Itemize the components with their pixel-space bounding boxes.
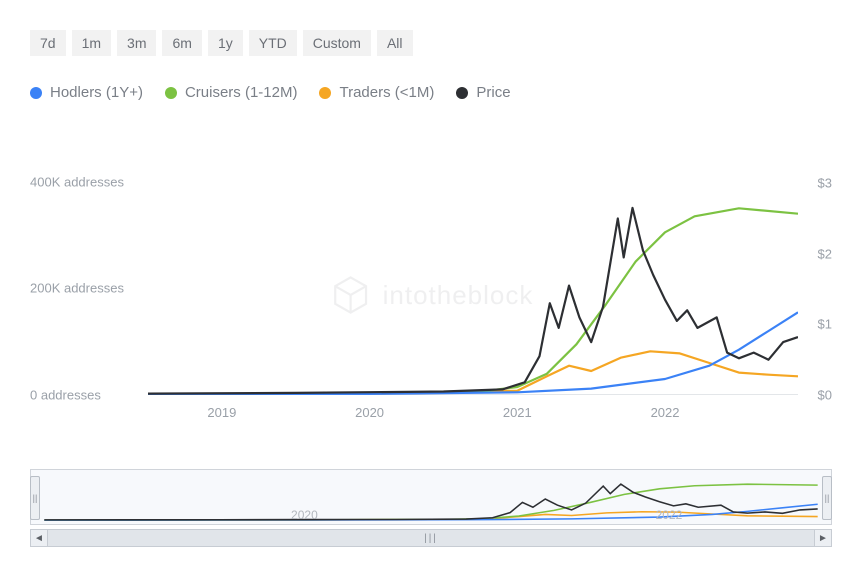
legend-item[interactable]: Cruisers (1-12M) — [165, 84, 298, 101]
navigator-scrollbar: ◄ ||| ► — [30, 529, 832, 547]
x-tick: 2021 — [503, 405, 532, 420]
navigator-x-tick: 2022 — [656, 508, 683, 522]
y-right-tick: $1 — [818, 317, 832, 332]
line-chart — [148, 155, 798, 395]
legend-item[interactable]: Hodlers (1Y+) — [30, 84, 143, 101]
y-left-tick: 200K addresses — [30, 281, 124, 296]
timerange-1m[interactable]: 1m — [72, 30, 111, 56]
legend-dot — [165, 87, 177, 99]
y-right-tick: $3 — [818, 176, 832, 191]
timerange-1y[interactable]: 1y — [208, 30, 243, 56]
legend-dot — [319, 87, 331, 99]
legend-label: Price — [476, 84, 510, 101]
legend-dot — [456, 87, 468, 99]
y-left-tick: 0 addresses — [30, 388, 101, 403]
y-right-tick: $0 — [818, 388, 832, 403]
main-chart-area: intotheblock 0 addresses200K addresses40… — [30, 155, 832, 435]
navigator: || || 2020 2022 ◄ ||| ► — [30, 469, 832, 547]
legend-label: Traders (<1M) — [339, 84, 434, 101]
legend-item[interactable]: Price — [456, 84, 510, 101]
timerange-6m[interactable]: 6m — [162, 30, 201, 56]
navigator-chart[interactable]: || || 2020 2022 — [30, 469, 832, 525]
legend: Hodlers (1Y+) Cruisers (1-12M) Traders (<1… — [0, 56, 850, 101]
legend-label: Cruisers (1-12M) — [185, 84, 298, 101]
timerange-3m[interactable]: 3m — [117, 30, 156, 56]
timerange-7d[interactable]: 7d — [30, 30, 66, 56]
scroll-left-button[interactable]: ◄ — [30, 529, 48, 547]
navigator-x-tick: 2020 — [291, 508, 318, 522]
timerange-bar: 7d1m3m6m 1yYTDCustomAll — [0, 0, 850, 56]
timerange-ytd[interactable]: YTD — [249, 30, 297, 56]
scroll-right-button[interactable]: ► — [814, 529, 832, 547]
timerange-custom[interactable]: Custom — [303, 30, 371, 56]
legend-dot — [30, 87, 42, 99]
timerange-all[interactable]: All — [377, 30, 413, 56]
y-right-tick: $2 — [818, 246, 832, 261]
navigator-handle-right[interactable]: || — [822, 476, 832, 520]
scroll-track[interactable]: ||| — [48, 529, 814, 547]
legend-label: Hodlers (1Y+) — [50, 84, 143, 101]
x-tick: 2022 — [651, 405, 680, 420]
y-left-tick: 400K addresses — [30, 174, 124, 189]
legend-item[interactable]: Traders (<1M) — [319, 84, 434, 101]
navigator-handle-left[interactable]: || — [30, 476, 40, 520]
x-tick: 2020 — [355, 405, 384, 420]
x-tick: 2019 — [207, 405, 236, 420]
